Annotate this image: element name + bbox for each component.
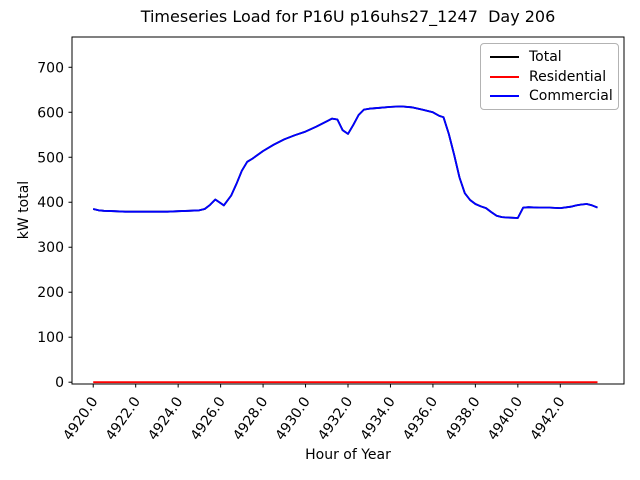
y-tick-label: 200 bbox=[37, 285, 64, 301]
y-tick-label: 300 bbox=[37, 240, 64, 256]
x-tick-label: 4924.0 bbox=[145, 394, 186, 443]
x-axis-label: Hour of Year bbox=[305, 447, 391, 463]
series-total bbox=[92, 105, 598, 219]
legend-label-residential: Residential bbox=[529, 68, 607, 85]
legend-label-total: Total bbox=[529, 48, 562, 65]
legend-item-total: Total bbox=[481, 47, 618, 67]
y-tick-label: 100 bbox=[37, 330, 64, 346]
residential-line-sample bbox=[490, 75, 519, 78]
y-tick-label: 700 bbox=[37, 60, 64, 76]
x-tick-label: 4932.0 bbox=[315, 394, 356, 443]
x-tick-label: 4930.0 bbox=[273, 394, 314, 443]
x-tick-label: 4920.0 bbox=[60, 394, 101, 443]
x-tick-label: 4942.0 bbox=[527, 394, 568, 443]
y-axis-label: kW total bbox=[16, 180, 32, 240]
x-tick-label: 4926.0 bbox=[188, 394, 229, 443]
legend: Total Residential Commercial bbox=[480, 43, 619, 110]
legend-item-commercial: Commercial bbox=[481, 86, 618, 106]
x-tick-label: 4928.0 bbox=[230, 394, 271, 443]
x-tick-label: 4922.0 bbox=[103, 394, 144, 443]
y-tick-label: 400 bbox=[37, 195, 64, 211]
series-commercial bbox=[92, 105, 598, 219]
y-tick-label: 600 bbox=[37, 105, 64, 121]
y-tick-label: 500 bbox=[37, 150, 64, 166]
chart-title: Timeseries Load for P16U p16uhs27_1247 D… bbox=[140, 7, 556, 26]
total-line-sample bbox=[490, 55, 519, 58]
x-tick-label: 4936.0 bbox=[400, 394, 441, 443]
commercial-line-sample bbox=[490, 95, 519, 98]
x-tick-label: 4934.0 bbox=[358, 394, 399, 443]
x-tick-label: 4938.0 bbox=[442, 394, 483, 443]
legend-label-commercial: Commercial bbox=[529, 88, 613, 105]
legend-item-residential: Residential bbox=[481, 67, 618, 87]
y-tick-label: 0 bbox=[55, 375, 64, 391]
x-tick-label: 4940.0 bbox=[485, 394, 526, 443]
